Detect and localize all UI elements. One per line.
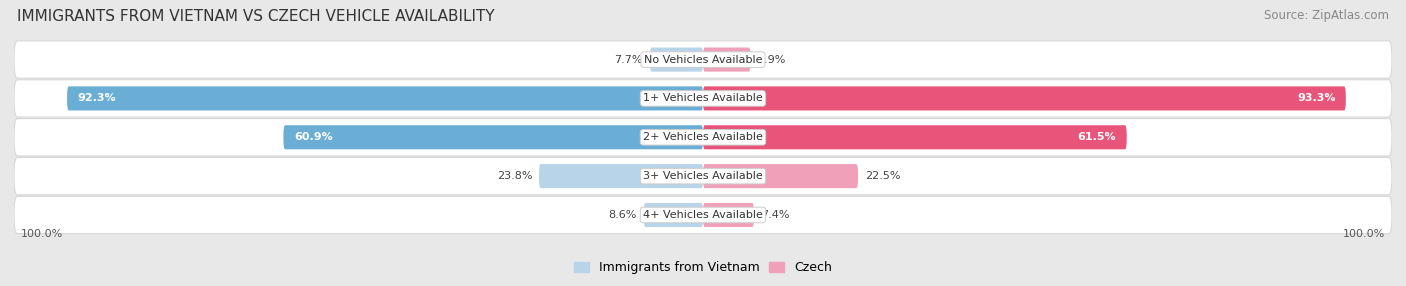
- Text: 7.7%: 7.7%: [614, 55, 643, 65]
- Text: 100.0%: 100.0%: [21, 229, 63, 239]
- Legend: Immigrants from Vietnam, Czech: Immigrants from Vietnam, Czech: [568, 256, 838, 279]
- FancyBboxPatch shape: [284, 125, 703, 149]
- FancyBboxPatch shape: [703, 125, 1126, 149]
- FancyBboxPatch shape: [67, 86, 703, 110]
- Text: 3+ Vehicles Available: 3+ Vehicles Available: [643, 171, 763, 181]
- FancyBboxPatch shape: [644, 203, 703, 227]
- Text: 2+ Vehicles Available: 2+ Vehicles Available: [643, 132, 763, 142]
- Text: 8.6%: 8.6%: [609, 210, 637, 220]
- Text: No Vehicles Available: No Vehicles Available: [644, 55, 762, 65]
- FancyBboxPatch shape: [703, 47, 751, 72]
- FancyBboxPatch shape: [703, 86, 1346, 110]
- FancyBboxPatch shape: [538, 164, 703, 188]
- Text: 22.5%: 22.5%: [865, 171, 900, 181]
- Text: 92.3%: 92.3%: [77, 94, 117, 104]
- FancyBboxPatch shape: [14, 196, 1392, 234]
- Text: IMMIGRANTS FROM VIETNAM VS CZECH VEHICLE AVAILABILITY: IMMIGRANTS FROM VIETNAM VS CZECH VEHICLE…: [17, 9, 495, 23]
- Text: 100.0%: 100.0%: [1343, 229, 1385, 239]
- Text: 6.9%: 6.9%: [758, 55, 786, 65]
- Text: 23.8%: 23.8%: [496, 171, 531, 181]
- FancyBboxPatch shape: [703, 203, 754, 227]
- Text: 1+ Vehicles Available: 1+ Vehicles Available: [643, 94, 763, 104]
- Text: 60.9%: 60.9%: [294, 132, 333, 142]
- FancyBboxPatch shape: [14, 80, 1392, 117]
- FancyBboxPatch shape: [14, 41, 1392, 78]
- Text: 93.3%: 93.3%: [1296, 94, 1336, 104]
- FancyBboxPatch shape: [650, 47, 703, 72]
- Text: Source: ZipAtlas.com: Source: ZipAtlas.com: [1264, 9, 1389, 21]
- Text: 7.4%: 7.4%: [761, 210, 789, 220]
- FancyBboxPatch shape: [14, 119, 1392, 156]
- Text: 4+ Vehicles Available: 4+ Vehicles Available: [643, 210, 763, 220]
- FancyBboxPatch shape: [14, 158, 1392, 195]
- Text: 61.5%: 61.5%: [1078, 132, 1116, 142]
- FancyBboxPatch shape: [703, 164, 858, 188]
